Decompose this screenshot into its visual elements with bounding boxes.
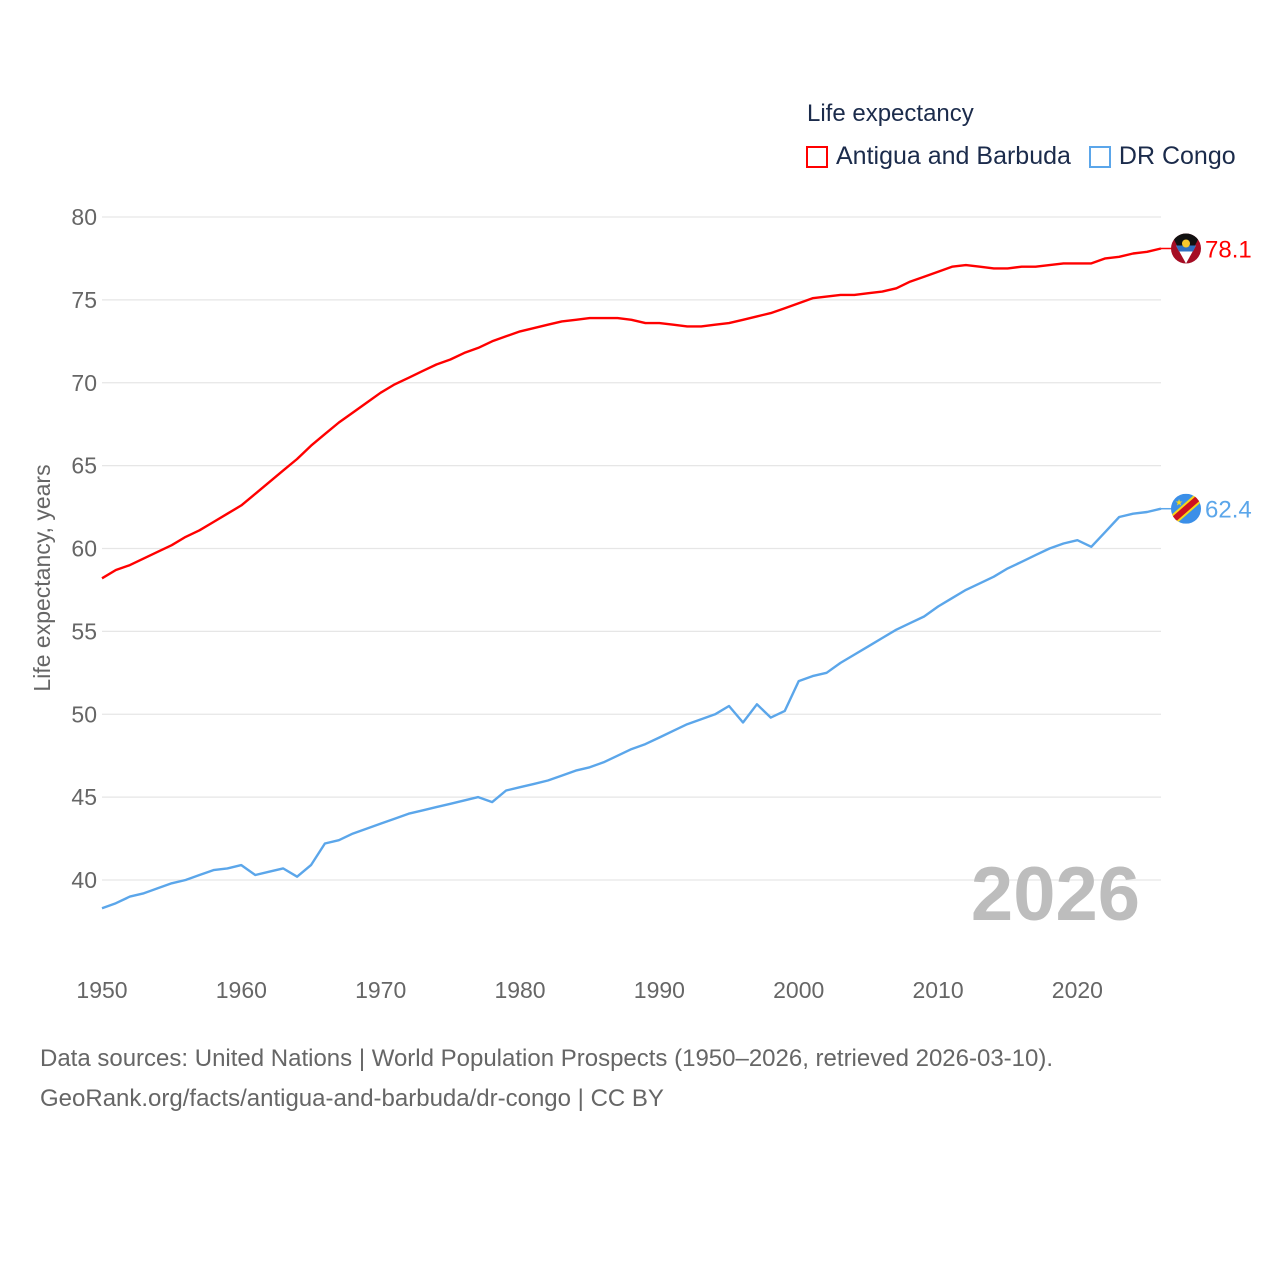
y-axis-label: Life expectancy, years bbox=[29, 464, 55, 691]
legend-swatch-dr-congo[interactable] bbox=[1088, 145, 1111, 168]
x-tick-label: 1950 bbox=[76, 977, 127, 1003]
x-tick-label: 1970 bbox=[355, 977, 406, 1003]
x-tick-label: 1990 bbox=[634, 977, 685, 1003]
source-url-text[interactable]: GeoRank.org/facts/antigua-and-barbuda/dr… bbox=[40, 1085, 664, 1112]
x-tick-label: 1960 bbox=[216, 977, 267, 1003]
series-line-dr-congo[interactable] bbox=[101, 507, 1162, 910]
end-value-label: 78.1 bbox=[1205, 236, 1252, 263]
antigua-and-barbuda-flag bbox=[1171, 233, 1201, 264]
x-tick-label: 2020 bbox=[1052, 977, 1103, 1003]
y-tick-label: 45 bbox=[71, 784, 97, 810]
svg-text:★: ★ bbox=[1175, 498, 1183, 508]
y-tick-label: 75 bbox=[71, 287, 97, 313]
dr-congo-flag: ★ bbox=[1171, 493, 1201, 524]
y-tick-label: 50 bbox=[71, 701, 97, 727]
y-tick-label: 40 bbox=[71, 867, 97, 893]
series-line-antigua-and-barbuda[interactable] bbox=[101, 247, 1162, 580]
x-tick-label: 1980 bbox=[494, 977, 545, 1003]
year-watermark: 2026 bbox=[971, 852, 1140, 937]
y-tick-label: 70 bbox=[71, 370, 97, 396]
x-tick-label: 2000 bbox=[773, 977, 824, 1003]
y-tick-label: 80 bbox=[71, 204, 97, 230]
legend: Antigua and Barbuda DR Congo bbox=[806, 142, 1236, 171]
x-tick-label: 2010 bbox=[912, 977, 963, 1003]
y-tick-label: 65 bbox=[71, 453, 97, 479]
data-source-text: Data sources: United Nations | World Pop… bbox=[40, 1045, 1054, 1072]
end-value-label: 62.4 bbox=[1205, 497, 1252, 524]
legend-title: Life expectancy bbox=[807, 100, 974, 127]
y-tick-label: 60 bbox=[71, 536, 97, 562]
legend-label-dr-congo[interactable]: DR Congo bbox=[1118, 142, 1236, 170]
legend-label-antigua[interactable]: Antigua and Barbuda bbox=[836, 142, 1071, 170]
y-tick-label: 55 bbox=[71, 618, 97, 644]
legend-swatch-antigua[interactable] bbox=[806, 145, 828, 168]
